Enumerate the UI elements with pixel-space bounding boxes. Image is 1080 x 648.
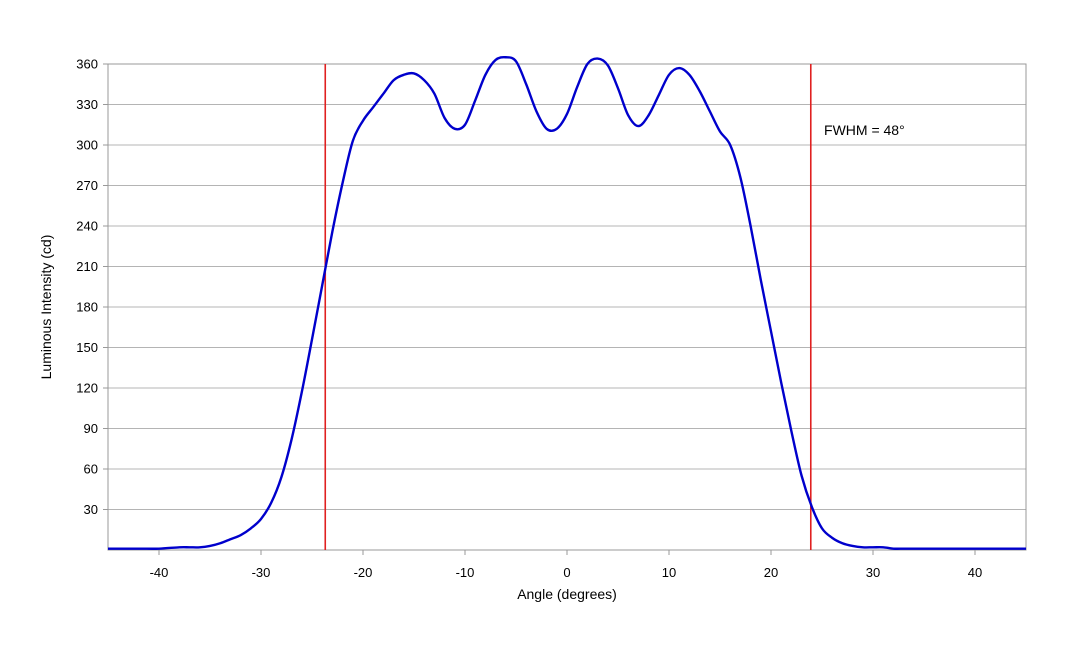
x-tick-label: -40: [150, 565, 169, 580]
y-tick-label: 330: [76, 97, 98, 112]
x-tick-label: -30: [252, 565, 271, 580]
x-axis-ticks: -40 -30 -20 -10 0 10 20 30 40: [150, 550, 982, 580]
y-tick-label: 270: [76, 178, 98, 193]
y-tick-label: 210: [76, 259, 98, 274]
x-tick-label: -20: [354, 565, 373, 580]
y-tick-label: 120: [76, 381, 98, 396]
fwhm-annotation: FWHM = 48°: [824, 122, 905, 138]
y-tick-label: 30: [84, 502, 98, 517]
y-tick-label: 90: [84, 421, 98, 436]
y-tick-label: 360: [76, 57, 98, 72]
y-tick-label: 240: [76, 219, 98, 234]
y-tick-label: 60: [84, 462, 98, 477]
x-tick-label: 0: [563, 565, 570, 580]
x-tick-label: 30: [866, 565, 880, 580]
series-layer: [108, 55, 1026, 550]
y-tick-label: 300: [76, 138, 98, 153]
x-tick-label: -10: [456, 565, 475, 580]
x-tick-label: 20: [764, 565, 778, 580]
x-tick-label: 40: [968, 565, 982, 580]
y-axis-ticks: 30 60 90 120 150 180 210 240 270 300 330 360: [76, 57, 108, 517]
x-tick-label: 10: [662, 565, 676, 580]
fwhm-markers: [324, 64, 812, 550]
x-axis-title: Angle (degrees): [517, 586, 617, 602]
intensity-series-line: [108, 55, 1026, 550]
y-tick-label: 150: [76, 340, 98, 355]
y-tick-label: 180: [76, 300, 98, 315]
y-axis-title: Luminous Intensity (cd): [38, 235, 54, 380]
